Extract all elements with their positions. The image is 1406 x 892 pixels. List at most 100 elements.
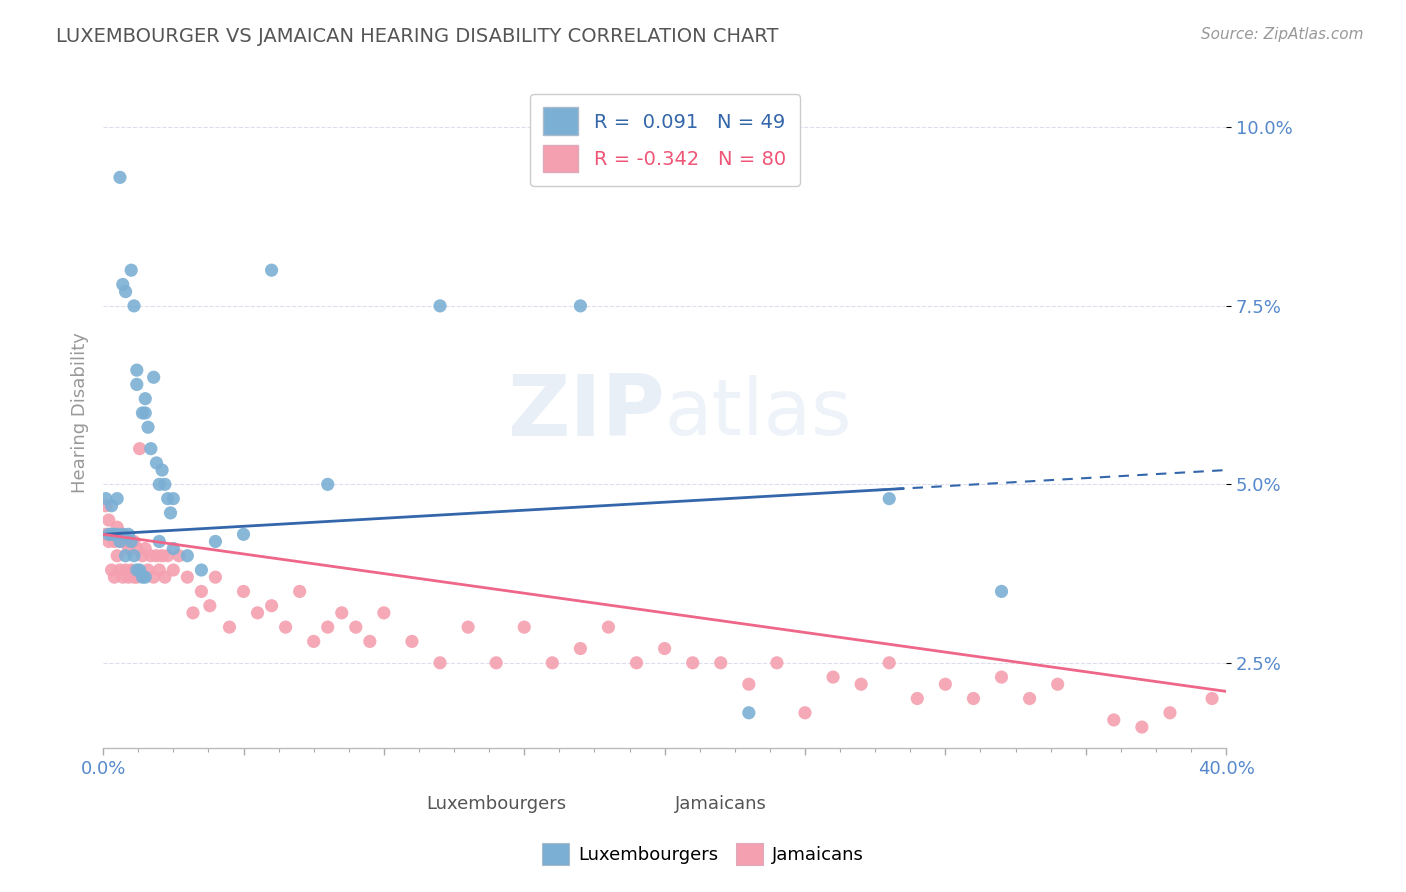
Point xyxy=(198,599,221,613)
Point xyxy=(111,570,134,584)
Point xyxy=(429,656,451,670)
Point xyxy=(105,549,128,563)
Point xyxy=(97,534,120,549)
Point xyxy=(288,584,311,599)
Point xyxy=(156,491,179,506)
Point xyxy=(156,549,179,563)
Point xyxy=(1102,713,1125,727)
Point xyxy=(136,563,159,577)
Point xyxy=(142,370,165,384)
Point xyxy=(108,534,131,549)
Point xyxy=(569,299,592,313)
Point xyxy=(766,656,789,670)
Point xyxy=(108,170,131,185)
Point xyxy=(1201,691,1223,706)
Point xyxy=(122,570,145,584)
Point xyxy=(100,527,122,541)
Legend: Luxembourgers, Jamaicans: Luxembourgers, Jamaicans xyxy=(533,834,873,874)
Point xyxy=(117,570,139,584)
Point xyxy=(190,584,212,599)
Point xyxy=(150,463,173,477)
Point xyxy=(598,620,620,634)
Point xyxy=(108,534,131,549)
Point xyxy=(139,549,162,563)
Point xyxy=(100,527,122,541)
Point xyxy=(139,442,162,456)
Text: atlas: atlas xyxy=(665,375,852,451)
Point xyxy=(181,606,204,620)
Point xyxy=(541,656,564,670)
Point xyxy=(204,570,226,584)
Point xyxy=(97,527,120,541)
Text: Source: ZipAtlas.com: Source: ZipAtlas.com xyxy=(1201,27,1364,42)
Point xyxy=(136,420,159,434)
Y-axis label: Hearing Disability: Hearing Disability xyxy=(72,333,89,493)
Point xyxy=(330,606,353,620)
Point xyxy=(232,527,254,541)
Point xyxy=(103,527,125,541)
Point xyxy=(162,563,184,577)
Text: Luxembourgers: Luxembourgers xyxy=(426,796,567,814)
Point xyxy=(122,534,145,549)
Point xyxy=(117,527,139,541)
Point xyxy=(120,534,142,549)
Point xyxy=(142,570,165,584)
Point xyxy=(131,549,153,563)
Point xyxy=(120,534,142,549)
Point xyxy=(120,263,142,277)
Point xyxy=(738,706,761,720)
Point xyxy=(148,534,170,549)
Point xyxy=(162,541,184,556)
Point xyxy=(128,563,150,577)
Point xyxy=(823,670,845,684)
Point xyxy=(134,392,156,406)
Point xyxy=(513,620,536,634)
Point xyxy=(131,406,153,420)
Point xyxy=(302,634,325,648)
Point xyxy=(429,299,451,313)
Point xyxy=(111,527,134,541)
Point xyxy=(105,527,128,541)
Point xyxy=(105,520,128,534)
Point xyxy=(316,620,339,634)
Point xyxy=(218,620,240,634)
Point xyxy=(153,570,176,584)
Point xyxy=(246,606,269,620)
Point xyxy=(794,706,817,720)
Point xyxy=(111,527,134,541)
Point xyxy=(111,277,134,292)
Point xyxy=(710,656,733,670)
Point xyxy=(128,442,150,456)
Point xyxy=(260,263,283,277)
Point xyxy=(134,406,156,420)
Point xyxy=(97,513,120,527)
Point xyxy=(260,599,283,613)
Legend: R =  0.091   N = 49, R = -0.342   N = 80: R = 0.091 N = 49, R = -0.342 N = 80 xyxy=(530,94,800,186)
Point xyxy=(990,584,1012,599)
Point xyxy=(134,570,156,584)
Point xyxy=(485,656,508,670)
Point xyxy=(125,563,148,577)
Point xyxy=(738,677,761,691)
Point xyxy=(125,541,148,556)
Point xyxy=(1018,691,1040,706)
Point xyxy=(148,477,170,491)
Point xyxy=(905,691,928,706)
Point xyxy=(153,477,176,491)
Point xyxy=(148,563,170,577)
Point xyxy=(1159,706,1181,720)
Point xyxy=(105,491,128,506)
Point xyxy=(1046,677,1069,691)
Point xyxy=(176,570,198,584)
Point xyxy=(190,563,212,577)
Point xyxy=(344,620,367,634)
Point xyxy=(457,620,479,634)
Point xyxy=(94,491,117,506)
Point xyxy=(122,299,145,313)
Point xyxy=(120,563,142,577)
Point xyxy=(134,541,156,556)
Point xyxy=(274,620,297,634)
Point xyxy=(122,549,145,563)
Text: Jamaicans: Jamaicans xyxy=(675,796,766,814)
Point xyxy=(108,563,131,577)
